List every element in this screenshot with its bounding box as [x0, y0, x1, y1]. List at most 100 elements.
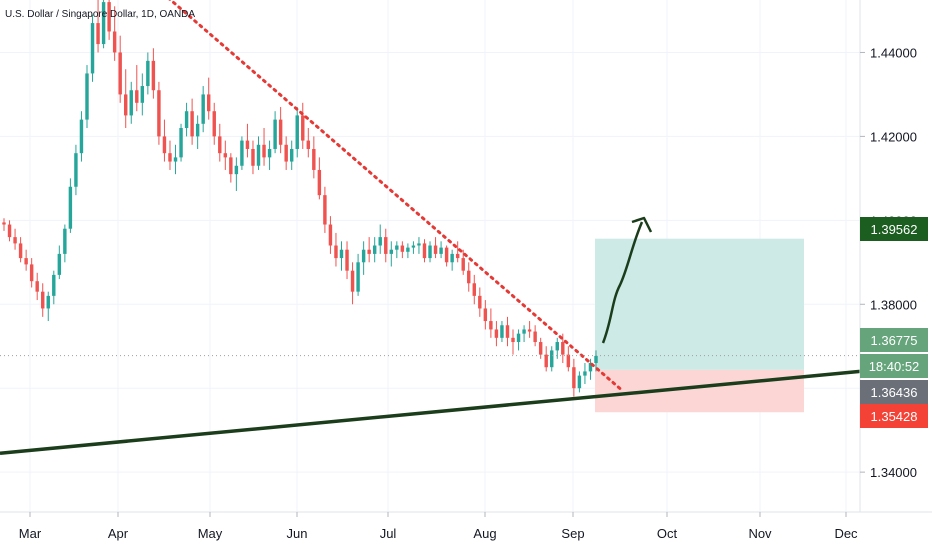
- candle-body: [201, 94, 205, 124]
- candle-body: [234, 165, 239, 175]
- x-tick-label: May: [198, 526, 223, 541]
- candle-body: [577, 375, 582, 389]
- candle-body: [267, 148, 272, 158]
- candle-body: [18, 243, 23, 259]
- candle-body: [262, 144, 266, 158]
- candle-body: [284, 144, 288, 162]
- price-badge: [860, 217, 928, 241]
- candle-body: [179, 128, 183, 158]
- candle-body: [101, 2, 106, 45]
- candle-body: [312, 148, 316, 170]
- candle-body: [361, 249, 366, 263]
- price-badge-label: 1.39562: [871, 222, 918, 237]
- time-axis[interactable]: Mar Apr May Jun Jul Aug Sep Oct Nov Dec: [19, 512, 858, 541]
- candle-body: [35, 281, 39, 292]
- price-badge: [860, 404, 928, 428]
- price-badges: 1.39562 1.36775 18:40:52 1.36436 1.35428: [860, 217, 928, 428]
- candle-body: [461, 258, 465, 271]
- candle-body: [256, 144, 261, 166]
- price-badge-label: 18:40:52: [869, 359, 920, 374]
- candle-body: [455, 253, 460, 259]
- candle-body: [561, 342, 565, 355]
- x-tick-label: Aug: [473, 526, 496, 541]
- candle-body: [162, 136, 167, 154]
- candle-body: [444, 247, 449, 263]
- y-tick-label: 1.34000: [870, 465, 917, 480]
- y-tick-label: 1.38000: [870, 297, 917, 312]
- y-tick-label: 1.44000: [870, 45, 917, 60]
- candle-body: [516, 333, 521, 343]
- candle-body: [212, 111, 216, 137]
- candle-body: [112, 31, 117, 53]
- candle-body: [57, 253, 62, 275]
- candle-body: [79, 119, 84, 154]
- x-tick-label: Jul: [380, 526, 397, 541]
- candle-body: [317, 169, 322, 196]
- candle-body: [289, 148, 294, 162]
- candle-body: [251, 148, 255, 166]
- candle-body: [339, 249, 344, 259]
- candle-body: [146, 60, 150, 87]
- candle-body: [206, 94, 211, 112]
- candle-body: [511, 337, 515, 343]
- y-tick-label: 1.42000: [870, 129, 917, 144]
- candle-body: [68, 186, 73, 229]
- candlesticks: [2, 0, 598, 397]
- candle-body: [350, 270, 355, 292]
- candle-body: [417, 243, 421, 246]
- price-badge: [860, 354, 928, 378]
- candle-body: [24, 258, 28, 265]
- candle-body: [173, 157, 178, 162]
- candle-body: [63, 228, 67, 254]
- candle-body: [29, 264, 34, 282]
- candle-body: [328, 224, 333, 246]
- price-badge: [860, 380, 928, 404]
- candle-body: [588, 363, 593, 372]
- candle-body: [46, 295, 50, 309]
- candle-body: [301, 115, 305, 141]
- candle-body: [334, 245, 338, 259]
- candle-body: [129, 90, 133, 116]
- candle-body: [494, 329, 499, 338]
- candle-body: [527, 329, 532, 332]
- candle-body: [223, 153, 228, 158]
- candle-body: [483, 308, 488, 322]
- candle-body: [583, 371, 587, 376]
- candle-body: [184, 111, 189, 128]
- candle-body: [218, 136, 222, 154]
- candle-body: [74, 153, 78, 187]
- candle-body: [367, 249, 371, 254]
- candle-body: [151, 60, 156, 91]
- candle-body: [489, 321, 493, 330]
- candle-body: [168, 153, 172, 162]
- candle-body: [522, 329, 526, 334]
- candle-body: [2, 222, 6, 225]
- candle-body: [428, 245, 432, 259]
- candle-body: [195, 123, 200, 137]
- support-trendline: [0, 369, 861, 455]
- candle-body: [500, 325, 504, 338]
- candle-body: [538, 342, 543, 355]
- candle-body: [41, 291, 45, 309]
- candle-body: [52, 274, 56, 296]
- candle-body: [229, 157, 233, 175]
- candle-body: [140, 86, 145, 103]
- candle-body: [240, 140, 244, 166]
- candle-body: [295, 115, 299, 149]
- candle-body: [433, 245, 438, 254]
- trendlines: [0, 0, 861, 455]
- candle-body: [124, 94, 128, 116]
- candle-body: [372, 245, 377, 254]
- candle-body: [422, 243, 427, 259]
- candle-body: [472, 283, 476, 296]
- arrow-head: [631, 216, 653, 233]
- candle-body: [411, 245, 416, 248]
- x-tick-label: Sep: [561, 526, 584, 541]
- x-tick-label: Oct: [657, 526, 678, 541]
- candle-body: [400, 245, 405, 252]
- candle-body: [505, 325, 510, 338]
- candle-body: [389, 249, 394, 254]
- candle-body: [13, 237, 17, 244]
- candle-body: [157, 90, 161, 137]
